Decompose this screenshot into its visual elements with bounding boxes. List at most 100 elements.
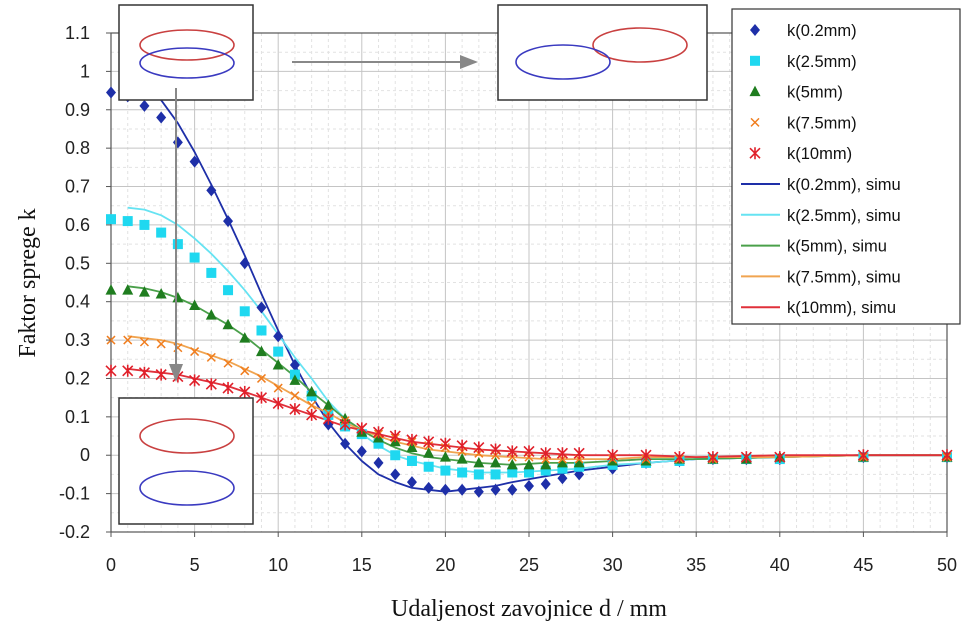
legend-label: k(10mm) (787, 145, 852, 163)
legend-label: k(5mm) (787, 84, 843, 102)
y-tick-label: 0.8 (65, 138, 90, 158)
data-point (239, 257, 250, 270)
data-point (390, 450, 401, 461)
y-axis-title: Faktor sprege k (15, 208, 41, 357)
legend-label: k(0.2mm) (787, 22, 857, 40)
data-point (239, 385, 251, 398)
data-point (123, 335, 133, 345)
data-point (406, 441, 418, 453)
y-tick-label: 0.2 (65, 368, 90, 388)
data-point (289, 374, 301, 385)
top-coil-ellipse (139, 418, 235, 454)
data-point (189, 155, 200, 168)
y-tick-label: 1 (80, 61, 90, 81)
data-point (440, 483, 451, 496)
data-point (256, 301, 267, 314)
data-point (524, 467, 534, 478)
data-point (540, 458, 552, 470)
data-point (456, 439, 468, 452)
data-point (774, 451, 786, 464)
data-point (556, 456, 568, 468)
legend: k(0.2mm) k(2.5mm) k(5mm) k(7.5mm) k(10mm) k(0… (731, 8, 961, 325)
data-point (439, 437, 451, 450)
data-point (406, 455, 417, 466)
data-point (439, 451, 451, 462)
data-point (573, 456, 585, 468)
data-point (557, 472, 568, 485)
data-point (339, 412, 351, 424)
data-point (156, 227, 167, 238)
legend-marker (750, 117, 760, 127)
inset-overlapping-coils (118, 4, 254, 101)
vertical-separation-arrow (169, 88, 183, 382)
data-point (507, 467, 518, 478)
data-point (540, 478, 551, 491)
y-tick-label: 0.3 (65, 330, 90, 350)
inset-frame (118, 4, 254, 101)
data-point (206, 352, 216, 362)
data-point (507, 483, 518, 496)
data-point (523, 458, 535, 470)
data-point (122, 216, 133, 227)
data-point (206, 184, 217, 197)
data-point (272, 359, 284, 370)
legend-label: k(7.5mm), simu (787, 268, 901, 286)
data-point (223, 285, 234, 296)
bottom-coil-ellipse (515, 44, 611, 80)
data-point (206, 267, 217, 278)
data-point (440, 465, 451, 476)
data-point (189, 252, 200, 263)
y-tick-label: 0.4 (65, 292, 90, 312)
data-point (255, 391, 268, 404)
top-coil-ellipse (139, 29, 235, 61)
data-point (240, 366, 250, 376)
x-tick-label: 45 (853, 555, 873, 575)
data-point (490, 483, 501, 496)
data-point (138, 366, 151, 379)
data-point (423, 435, 435, 448)
data-point (707, 451, 719, 464)
arrow-head (169, 364, 183, 382)
data-point (389, 430, 401, 443)
data-point (255, 345, 267, 357)
legend-label: k(7.5mm) (787, 114, 857, 132)
simulation-line (127, 285, 947, 466)
y-tick-label: 0.6 (65, 215, 90, 235)
data-point (322, 412, 334, 425)
data-point (540, 465, 551, 476)
data-point (607, 449, 619, 462)
simulation-line (127, 206, 947, 474)
data-point (138, 286, 150, 297)
y-tick-label: 0.9 (65, 100, 90, 120)
data-point (106, 214, 116, 225)
data-point (573, 447, 585, 460)
legend-label: k(2.5mm) (787, 53, 857, 71)
data-point (406, 476, 417, 489)
legend-label: k(0.2mm), simu (787, 176, 901, 194)
data-point (290, 391, 300, 401)
data-point (223, 358, 233, 368)
data-point (155, 288, 167, 299)
data-point (506, 445, 518, 458)
x-tick-label: 15 (352, 555, 372, 575)
bottom-coil-ellipse (139, 470, 235, 506)
x-tick-label: 35 (686, 555, 706, 575)
legend-label: k(2.5mm), simu (787, 207, 901, 225)
data-point (473, 485, 484, 498)
data-point (457, 467, 468, 478)
y-tick-label: 1.1 (65, 23, 90, 43)
data-point (205, 378, 217, 391)
data-point (524, 479, 534, 492)
data-point (356, 422, 368, 435)
data-point (239, 332, 251, 343)
x-tick-label: 20 (435, 555, 455, 575)
x-axis-ticks: 0 5 10 15 20 25 30 35 40 45 50 (106, 532, 957, 575)
arrow-head (460, 55, 478, 69)
data-point (106, 86, 116, 99)
data-point (156, 111, 167, 124)
series-markers (105, 364, 953, 464)
data-point (139, 337, 149, 347)
y-tick-label: 0 (80, 445, 90, 465)
data-point (139, 99, 150, 112)
data-point (256, 373, 267, 383)
